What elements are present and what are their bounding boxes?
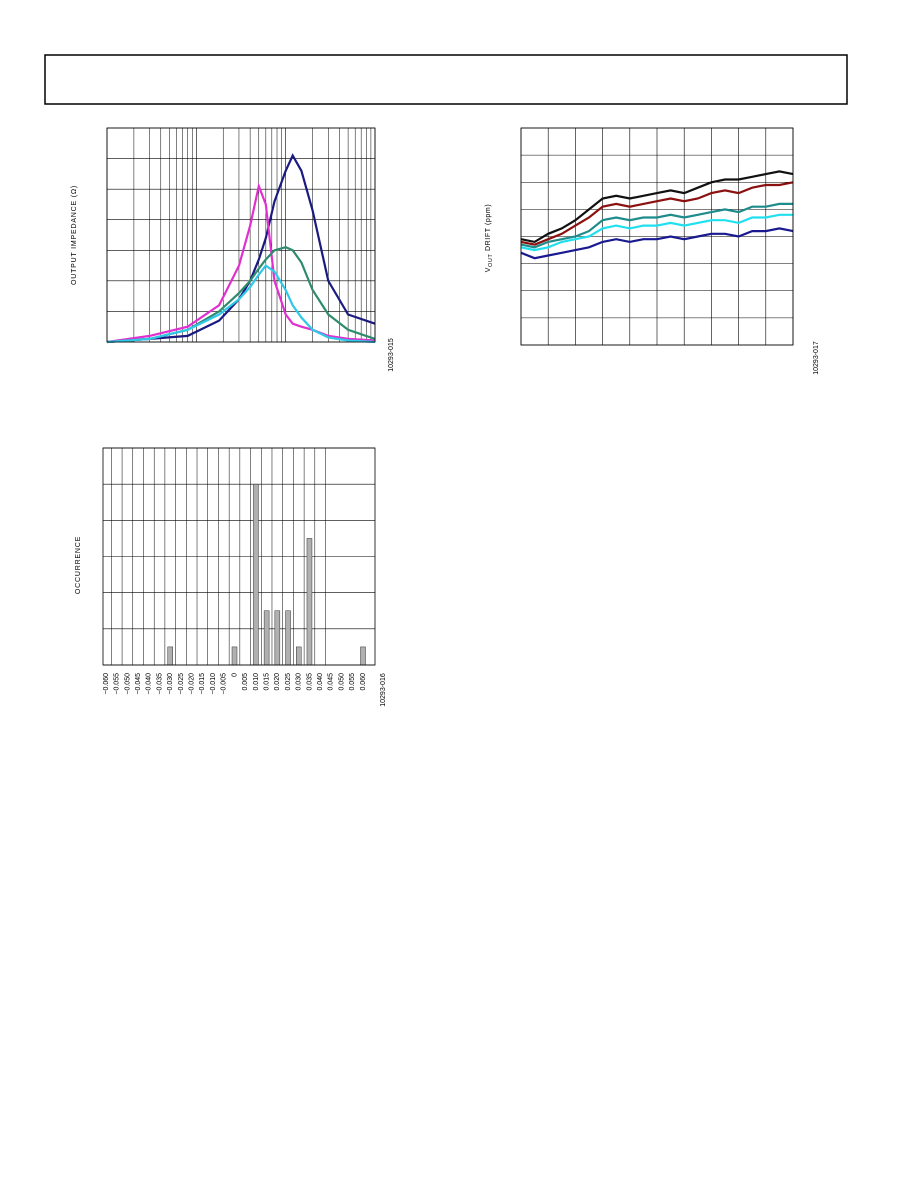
x-tick-label: 0: [231, 673, 238, 677]
x-tick-label: −0.050: [124, 673, 131, 695]
bar: [360, 646, 366, 666]
y-axis-label: OUTPUT IMPEDANCE (Ω): [71, 185, 78, 285]
data-line: [520, 202, 793, 249]
x-tick-label: −0.005: [221, 673, 228, 695]
bar: [263, 610, 270, 666]
x-tick-label: 0.045: [328, 673, 335, 691]
x-tick-label: 0.030: [296, 673, 303, 691]
plot-frame: [520, 127, 794, 346]
x-tick-label: 0.005: [242, 673, 249, 691]
data-line: [520, 227, 794, 260]
data-line: [520, 170, 794, 244]
bar: [253, 483, 259, 666]
y-axis-label-part: DRIFT (ppm): [485, 204, 492, 254]
x-tick-label: −0.030: [167, 673, 174, 695]
x-tick-label: −0.045: [135, 673, 142, 695]
x-tick-label: −0.060: [103, 673, 110, 695]
bar: [285, 610, 291, 666]
x-tick-label: −0.015: [199, 673, 206, 695]
bar: [296, 646, 302, 666]
figure-code: 10293-015: [388, 338, 395, 372]
x-tick-label: −0.055: [114, 673, 121, 695]
x-tick-label: 0.040: [317, 673, 324, 691]
plot-frame: [106, 127, 376, 343]
x-tick-label: 0.055: [349, 673, 356, 691]
data-line: [520, 213, 793, 252]
bar: [231, 646, 238, 666]
bar: [306, 538, 313, 666]
plot-frame: [102, 447, 376, 666]
x-tick-label: 0.020: [274, 673, 281, 691]
x-tick-label: −0.035: [156, 673, 163, 695]
figure-code: 10293-016: [380, 673, 387, 707]
data-line: [520, 181, 794, 246]
x-tick-label: −0.040: [146, 673, 153, 695]
x-tick-label: 0.035: [306, 673, 313, 691]
x-tick-label: −0.020: [189, 673, 196, 695]
x-tick-label: 0.025: [285, 673, 292, 691]
x-tick-label: 0.015: [263, 673, 270, 691]
y-axis-label-part: V: [485, 267, 492, 272]
y-axis-label: VOUT DRIFT (ppm): [485, 204, 494, 273]
x-tick-label: 0.050: [338, 673, 345, 691]
bar: [274, 610, 281, 666]
data-line: [106, 153, 376, 344]
data-line: [106, 264, 376, 344]
x-tick-label: −0.010: [210, 673, 217, 695]
header-box: [44, 54, 848, 105]
x-tick-label: 0.060: [360, 673, 367, 691]
figure-code: 10293-017: [813, 341, 820, 375]
data-line: [106, 246, 376, 344]
y-axis-label-part: OUT: [488, 254, 494, 267]
bar: [167, 646, 173, 666]
x-tick-label: −0.025: [178, 673, 185, 695]
y-axis-label: OCCURRENCE: [75, 536, 82, 594]
x-tick-label: 0.010: [253, 673, 260, 691]
